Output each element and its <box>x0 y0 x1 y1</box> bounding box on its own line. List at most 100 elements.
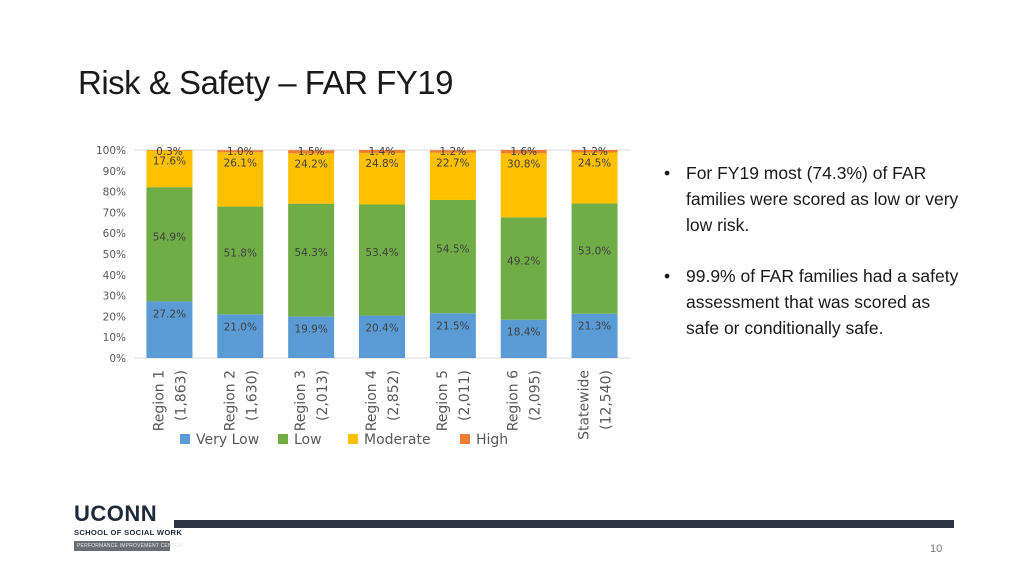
data-label-moderate: 30.8% <box>507 158 540 170</box>
legend-swatch-low <box>278 434 288 444</box>
data-label-very-low: 21.5% <box>436 320 469 332</box>
x-tick-label-name: Region 1 <box>151 370 167 431</box>
bar-segment-very-low <box>429 313 476 358</box>
stacked-bar-chart: 0% 10% 20% 30% 40% 50% 60% 70% 80% 90% 100% 27.2% 54… <box>96 145 630 448</box>
data-label-low: 51.8% <box>224 247 257 259</box>
data-label-low: 49.2% <box>507 256 540 268</box>
data-label-low: 54.9% <box>153 231 186 243</box>
x-tick-label: Region 3 (2,013) <box>293 370 331 431</box>
logo-tagline: PERFORMANCE IMPROVEMENT CENTER <box>74 541 182 551</box>
bar-segment-very-low <box>288 316 335 358</box>
x-tick-label-name: Region 6 <box>506 370 522 431</box>
y-tick-label: 40% <box>103 270 126 282</box>
x-tick-label: Statewide (12,540) <box>577 370 615 440</box>
bar-segment-high <box>429 150 476 153</box>
data-label-very-low: 21.0% <box>224 321 257 333</box>
bar-segment-very-low <box>571 313 618 358</box>
x-tick-label: Region 5 (2,011) <box>435 370 473 431</box>
data-label-high: 1.2% <box>581 146 608 158</box>
data-label-high: 1.2% <box>440 146 467 158</box>
data-label-high: 1.6% <box>510 146 537 158</box>
legend-swatch-moderate <box>348 434 358 444</box>
x-tick-label: Region 2 (1,630) <box>222 370 260 431</box>
y-tick-label: 10% <box>103 332 126 344</box>
x-tick-label: Region 1 (1,863) <box>151 370 189 431</box>
y-tick-label: 80% <box>103 187 126 199</box>
legend-swatch-very-low <box>180 434 190 444</box>
x-tick-label: Region 4 (2,852) <box>364 370 402 431</box>
data-label-moderate: 24.2% <box>294 158 327 170</box>
bar-segment-high <box>500 150 547 154</box>
data-label-moderate: 22.7% <box>436 158 469 170</box>
x-tick-label-count: (2,852) <box>386 370 402 421</box>
bar-segment-low <box>429 199 476 314</box>
data-label-moderate: 24.5% <box>578 157 611 169</box>
bar-segment-moderate <box>571 152 618 204</box>
legend-swatch-high <box>460 434 470 444</box>
x-tick-label-count: (1,863) <box>173 370 189 421</box>
bar-segment-moderate <box>500 153 547 218</box>
bullet-list: For FY19 most (74.3%) of FAR families we… <box>664 160 964 366</box>
data-label-high: 1.5% <box>298 146 325 158</box>
risk-chart: 0% 10% 20% 30% 40% 50% 60% 70% 80% 90% 100% 27.2% 54… <box>82 138 642 478</box>
bar-segment-high <box>146 150 193 151</box>
bar-segment-high <box>359 150 405 153</box>
legend-label-low: Low <box>294 432 322 448</box>
x-tick-label-name: Region 2 <box>222 370 238 431</box>
bar-segment-low <box>500 217 547 320</box>
data-label-low: 54.3% <box>294 247 327 259</box>
bar-segment-low <box>288 203 335 317</box>
slide-title: Risk & Safety – FAR FY19 <box>78 64 453 101</box>
legend-label-high: High <box>476 432 508 448</box>
x-tick-label-name: Region 4 <box>364 370 380 431</box>
data-label-low: 54.5% <box>436 244 469 256</box>
bar-segment-moderate <box>359 152 405 205</box>
x-tick-label-name: Region 3 <box>293 370 309 431</box>
data-label-moderate: 24.8% <box>365 158 398 170</box>
x-tick-label-count: (2,011) <box>457 370 473 421</box>
y-tick-label: 30% <box>103 291 126 303</box>
bar-segment-low <box>359 204 405 316</box>
x-tick-label: Region 6 (2,095) <box>506 370 544 431</box>
bar-segment-very-low <box>217 314 264 358</box>
data-label-low: 53.0% <box>578 246 611 258</box>
bar-segment-moderate <box>217 152 264 207</box>
y-tick-label: 100% <box>96 145 126 157</box>
data-label-very-low: 19.9% <box>294 324 327 336</box>
data-label-moderate: 26.1% <box>224 157 257 169</box>
bar-segment-low <box>146 187 193 302</box>
footer-bar <box>174 520 954 528</box>
data-label-high: 0.3% <box>156 146 183 158</box>
bar-segment-moderate <box>288 153 335 204</box>
x-tick-label-count: (2,013) <box>315 370 331 421</box>
y-tick-label: 0% <box>109 353 126 365</box>
page-number: 10 <box>930 543 943 555</box>
y-tick-label: 50% <box>103 249 126 261</box>
data-label-very-low: 18.4% <box>507 327 540 339</box>
x-tick-label-count: (1,630) <box>244 370 260 421</box>
bar-segment-high <box>217 150 264 153</box>
legend-label-moderate: Moderate <box>364 432 431 448</box>
x-tick-label-count: (12,540) <box>599 370 615 430</box>
x-tick-label-name: Region 5 <box>435 370 451 431</box>
uconn-logo: UCONN SCHOOL OF SOCIAL WORK PERFORMANCE … <box>74 501 183 551</box>
y-tick-label: 60% <box>103 228 126 240</box>
logo-wordmark: UCONN <box>74 501 158 526</box>
data-label-high: 1.0% <box>227 146 254 158</box>
bar-segment-very-low <box>146 301 193 358</box>
y-tick-label: 90% <box>103 166 126 178</box>
bar-segment-moderate <box>146 150 193 188</box>
x-tick-label-name: Statewide <box>577 370 593 440</box>
bar-segment-very-low <box>500 319 547 358</box>
x-tick-label-count: (2,095) <box>528 370 544 421</box>
bar-segment-high <box>571 150 618 153</box>
logo-school: SCHOOL OF SOCIAL WORK <box>74 528 183 537</box>
bullet-risk-summary: For FY19 most (74.3%) of FAR families we… <box>664 160 964 238</box>
data-label-very-low: 27.2% <box>153 308 186 320</box>
data-label-high: 1.4% <box>369 146 396 158</box>
bar-segment-low <box>571 203 618 314</box>
data-label-low: 53.4% <box>365 247 398 259</box>
data-label-very-low: 20.4% <box>365 323 398 335</box>
bar-segment-moderate <box>429 152 476 200</box>
y-tick-label: 70% <box>103 207 126 219</box>
